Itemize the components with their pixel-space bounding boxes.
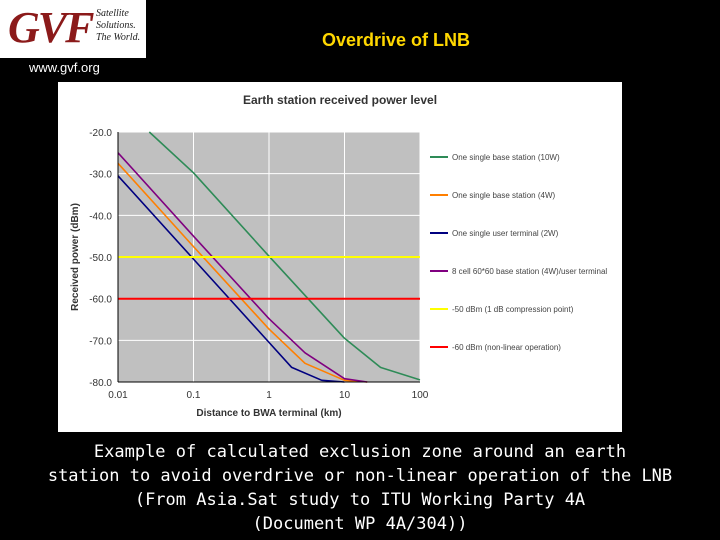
- x-tick-label: 10: [339, 390, 351, 401]
- chart-title: Earth station received power level: [243, 93, 437, 107]
- legend-label: One single base station (10W): [452, 153, 560, 162]
- series-line-1: [148, 131, 421, 381]
- series-line-4: [117, 152, 368, 383]
- y-axis-label: Received power (dBm): [70, 203, 81, 311]
- chart-panel: -20.0 -30.0 -40.0 -50.0 -60.0 -70.0 -80.0 0.01 0…: [58, 82, 622, 432]
- series-line-3: [117, 175, 345, 383]
- logo-mark: GVF: [8, 3, 94, 52]
- legend-label: One single base station (4W): [452, 191, 555, 200]
- caption-line: Example of calculated exclusion zone aro…: [93, 442, 627, 462]
- y-tick-label: -60.0: [89, 295, 112, 306]
- y-tick-label: -40.0: [89, 211, 112, 222]
- caption-line: (From Asia.Sat study to ITU Working Part…: [134, 490, 586, 510]
- legend-label: -50 dBm (1 dB compression point): [452, 305, 574, 314]
- x-tick-label: 100: [412, 390, 429, 401]
- logo-tagline-line: Solutions.: [96, 20, 136, 31]
- y-tick-label: -30.0: [89, 170, 112, 181]
- received-power-chart: -20.0 -30.0 -40.0 -50.0 -60.0 -70.0 -80.00.01 0…: [70, 93, 607, 419]
- logo-tagline-line: Satellite: [96, 8, 129, 19]
- logo-tagline-line: The World.: [96, 32, 141, 43]
- y-tick-label: -50.0: [89, 253, 112, 264]
- x-axis-label: Distance to BWA terminal (km): [196, 408, 341, 419]
- y-tick-label: -70.0: [89, 336, 112, 347]
- x-tick-label: 1: [266, 390, 272, 401]
- website-link[interactable]: www.gvf.org: [29, 60, 100, 75]
- x-tick-label: 0.1: [187, 390, 201, 401]
- caption-line: station to avoid overdrive or non-linear…: [47, 466, 673, 486]
- legend-label: 8 cell 60*60 base station (4W)/user term…: [452, 267, 607, 276]
- slide-title: Overdrive of LNB: [322, 30, 471, 50]
- gvf-logo: GVF Satellite Solutions. The World.: [0, 0, 146, 58]
- x-tick-label: 0.01: [108, 390, 128, 401]
- y-tick-label: -20.0: [89, 128, 112, 139]
- legend-label: One single user terminal (2W): [452, 229, 559, 238]
- y-tick-label: -80.0: [89, 378, 112, 389]
- slide-caption: Example of calculated exclusion zone aro…: [20, 440, 700, 536]
- caption-line: (Document WP 4A/304)): [252, 514, 468, 534]
- legend-label: -60 dBm (non-linear operation): [452, 343, 561, 352]
- series-line-2: [117, 162, 368, 383]
- logo-tagline: Satellite Solutions. The World.: [96, 8, 140, 44]
